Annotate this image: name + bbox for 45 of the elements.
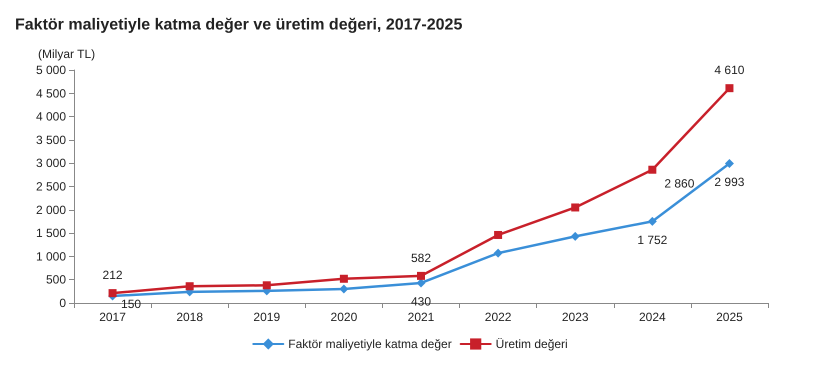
data-label: 212 (102, 268, 123, 282)
point (494, 248, 503, 258)
y-tick-label: 1 500 (36, 226, 66, 240)
y-axis-title: (Milyar TL) (38, 47, 96, 61)
point (262, 281, 271, 290)
point (494, 230, 502, 239)
y-tick-label: 1 000 (36, 249, 66, 264)
point (570, 232, 580, 241)
x-tick-label: 2018 (176, 310, 204, 324)
point (648, 216, 657, 226)
point (571, 203, 580, 212)
x-tick-label: 2017 (99, 310, 126, 324)
data-label: 430 (410, 294, 432, 308)
data-label: 2 860 (664, 176, 695, 191)
y-tick-label: 2 000 (36, 202, 66, 217)
legend-label: Faktör maliyetiyle katma değer (288, 337, 452, 351)
data-label: 2 993 (714, 175, 745, 190)
data-label: 4 610 (714, 63, 745, 78)
x-tick-label: 2019 (253, 310, 280, 324)
y-tick-label: 5 000 (36, 63, 66, 77)
x-tick-label: 2022 (484, 310, 512, 324)
point (724, 159, 734, 168)
data-label: 150 (121, 297, 142, 312)
x-tick-label: 2023 (562, 310, 589, 324)
point (417, 272, 425, 280)
data-label: 582 (410, 250, 432, 265)
x-tick-label: 2021 (408, 310, 435, 324)
x-tick-label: 2024 (638, 310, 666, 324)
data-label: 1 752 (637, 232, 668, 247)
point (648, 166, 656, 174)
chart-title: Faktör maliyetiyle katma değer ve üretim değeri, 2017-2025 (15, 16, 462, 34)
y-tick-label: 500 (46, 272, 66, 287)
x-tick-label: 2025 (716, 310, 744, 324)
point (186, 282, 194, 290)
y-tick-label: 2 500 (36, 180, 66, 194)
y-tick-label: 3 000 (36, 156, 66, 170)
y-tick-label: 4 000 (36, 110, 66, 124)
y-tick-label: 0 (59, 296, 66, 310)
point (340, 274, 348, 283)
y-tick-label: 4 500 (36, 86, 66, 100)
x-tick-label: 2020 (330, 310, 358, 324)
point (108, 289, 117, 298)
point (725, 84, 734, 92)
legend-label: Üretim değeri (496, 337, 568, 351)
y-tick-label: 3 500 (36, 132, 66, 147)
